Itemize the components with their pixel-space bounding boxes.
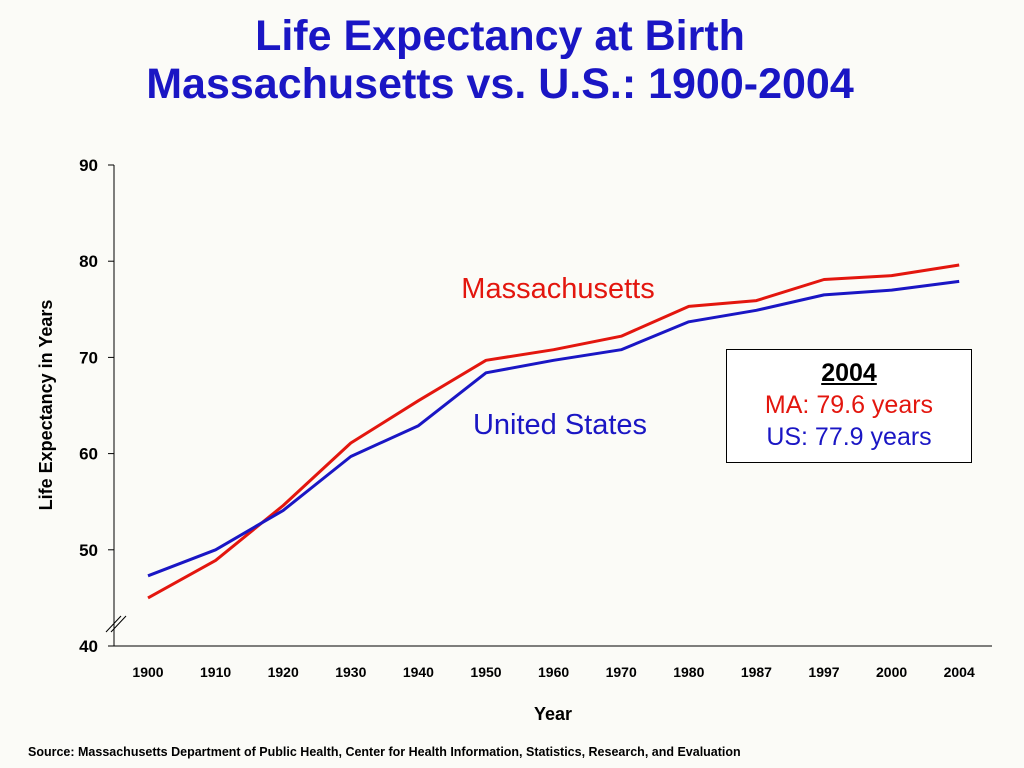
series-label-massachusetts: Massachusetts bbox=[461, 273, 654, 305]
axis-break-mark bbox=[105, 615, 122, 633]
y-tick-label: 40 bbox=[79, 637, 98, 656]
x-tick-label: 1940 bbox=[403, 664, 434, 680]
y-tick-label: 60 bbox=[79, 445, 98, 464]
source-note: Source: Massachusetts Department of Publ… bbox=[28, 745, 741, 759]
x-tick-label: 1980 bbox=[673, 664, 704, 680]
x-tick-label: 2004 bbox=[944, 664, 975, 680]
axis-break-mark bbox=[110, 615, 127, 633]
x-tick-label: 1997 bbox=[808, 664, 839, 680]
y-tick-label: 80 bbox=[79, 252, 98, 271]
x-axis-label: Year bbox=[534, 704, 572, 724]
y-tick-label: 50 bbox=[79, 541, 98, 560]
x-tick-label: 1960 bbox=[538, 664, 569, 680]
summary-ma-value: MA: 79.6 years bbox=[764, 391, 934, 419]
title-line-1: Life Expectancy at Birth bbox=[255, 12, 745, 60]
x-tick-label: 1900 bbox=[132, 664, 163, 680]
series-label-united-states: United States bbox=[473, 409, 647, 441]
y-tick-label: 90 bbox=[79, 156, 98, 175]
y-tick-label: 70 bbox=[79, 348, 98, 367]
x-tick-label: 1970 bbox=[606, 664, 637, 680]
summary-year: 2004 bbox=[821, 359, 877, 387]
x-tick-label: 1930 bbox=[335, 664, 366, 680]
x-tick-label: 1987 bbox=[741, 664, 772, 680]
y-axis-label: Life Expectancy in Years bbox=[36, 300, 56, 511]
x-tick-label: 1920 bbox=[268, 664, 299, 680]
x-tick-label: 2000 bbox=[876, 664, 907, 680]
chart-title: Life Expectancy at Birth Massachusetts v… bbox=[0, 12, 1000, 108]
title-line-2: Massachusetts vs. U.S.: 1900-2004 bbox=[146, 60, 854, 108]
x-tick-label: 1910 bbox=[200, 664, 231, 680]
x-tick-label: 1950 bbox=[470, 664, 501, 680]
summary-box-2004: 2004 MA: 79.6 years US: 77.9 years bbox=[726, 349, 972, 463]
summary-us-value: US: 77.9 years bbox=[766, 423, 932, 451]
series-line-massachusetts bbox=[147, 263, 960, 600]
series-line-united-states bbox=[147, 279, 960, 578]
